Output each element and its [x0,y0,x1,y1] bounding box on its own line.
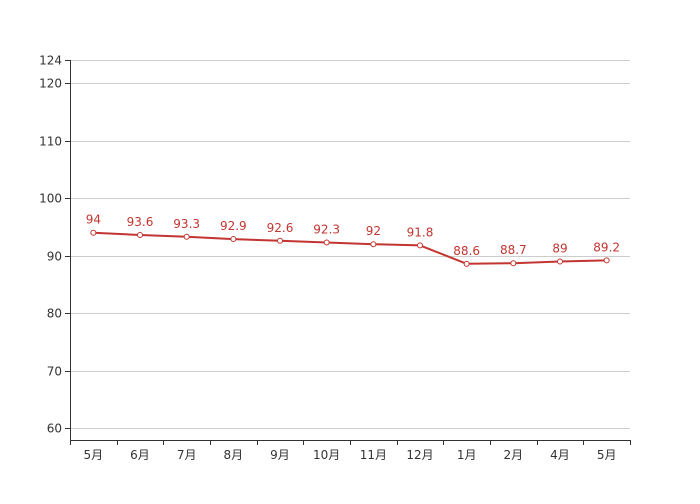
data-point[interactable] [510,260,517,267]
y-tick-labels: 60 70 80 90 100 110 120 124 [39,54,62,436]
y-tick-label: 120 [39,77,62,91]
x-tick-label: 10月 [313,448,340,462]
x-tick-label: 2月 [504,448,524,462]
y-tick-label: 80 [47,307,62,321]
y-tick-label: 124 [39,54,62,68]
y-tick-label: 100 [39,192,62,206]
data-label: 93.3 [173,217,200,231]
data-point[interactable] [90,229,97,236]
data-point[interactable] [137,232,143,239]
x-tick-label: 8月 [224,448,244,462]
y-tick-label: 70 [47,365,62,379]
data-point[interactable] [230,236,237,243]
x-tick-label: 5月 [84,448,104,462]
data-label: 89 [552,242,567,256]
data-point[interactable] [463,260,470,267]
data-point[interactable] [183,233,190,240]
data-point[interactable] [557,258,563,265]
y-tick-label: 60 [47,422,62,436]
data-label: 92 [366,224,381,238]
data-labels: 94 93.6 93.3 92.9 92.6 92.3 92 91.8 88.6 88.7 89 89… [86,213,620,258]
data-label: 92.9 [220,219,247,233]
data-label: 88.6 [453,244,480,258]
data-point[interactable] [603,257,610,264]
x-tick-label: 11月 [360,448,387,462]
axes [65,60,631,445]
y-tick-label: 110 [39,135,62,149]
data-label: 88.7 [500,243,527,257]
data-point[interactable] [323,239,330,246]
data-point[interactable] [277,237,283,244]
data-label: 92.6 [267,221,294,235]
grid-lines [70,60,630,429]
data-point[interactable] [370,241,377,248]
x-tick-label: 5月 [597,448,617,462]
data-label: 93.6 [127,215,154,229]
x-tick-label: 7月 [177,448,197,462]
x-tick-label: 6月 [130,448,150,462]
data-label: 89.2 [593,240,620,254]
x-tick-label: 12月 [406,448,433,462]
data-label: 92.3 [313,223,340,237]
x-tick-label: 4月 [550,448,570,462]
data-label: 91.8 [407,225,434,239]
series [90,229,610,267]
data-point[interactable] [417,242,423,249]
y-tick-label: 90 [47,250,62,264]
data-label: 94 [86,213,101,227]
x-tick-labels: 5月 6月 7月 8月 9月 10月 11月 12月 1月 2月 4月 5月 [84,448,617,462]
x-tick-label: 9月 [270,448,290,462]
series-line [93,231,607,265]
x-tick-label: 1月 [457,448,477,462]
